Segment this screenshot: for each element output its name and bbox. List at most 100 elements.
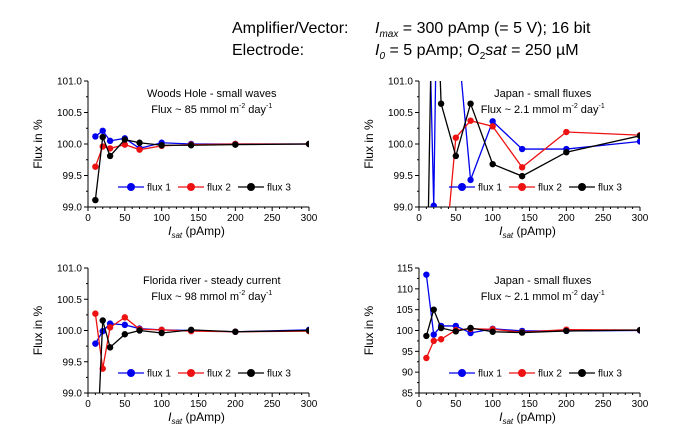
x-tick-label: 200 [558,399,575,410]
data-point [187,142,195,149]
x-axis-label: Isat (pAmp) [499,410,556,426]
series-line-2 [94,143,309,167]
x-tick-label: 250 [264,399,281,410]
y-axis-label: Flux in % [31,119,45,169]
y-tick-label: 99.0 [63,389,83,400]
data-point [99,127,106,134]
y-tick-label: 100.5 [388,108,413,119]
i0-sub: 0 [379,51,386,63]
x-tick-label: 200 [227,399,244,410]
header-amplifier-spec: Imax = 300 pAmp (= 5 V); 16 bit [375,20,590,40]
legend-marker [247,183,255,191]
data-point [305,327,309,334]
header-amplifier-label: Amplifier/Vector: [232,20,349,37]
data-point [467,176,474,184]
data-point [518,145,526,153]
data-point [563,148,570,156]
legend-label: flux 2 [207,183,231,194]
y-tick-label: 101.0 [388,77,413,88]
x-label-unit: (pAmp) [513,224,556,238]
data-point [92,310,99,317]
series-line-1 [430,81,640,206]
legend-marker [578,369,586,377]
legend-marker [187,183,195,191]
data-point [430,337,437,345]
x-tick-label: 100 [484,213,501,224]
y-tick-label: 100.5 [57,295,82,306]
legend-label: flux 1 [147,369,171,380]
legend-label: flux 3 [267,183,291,194]
data-point [437,100,445,107]
imax-var: I [375,20,380,37]
y-tick-label: 99.0 [63,203,83,214]
data-point [106,137,114,145]
data-point [92,133,99,140]
legend-item-1: flux 1 [449,369,502,380]
legend-label: flux 2 [538,183,562,194]
data-point [136,139,143,146]
chart-subtitle: Flux ~ 2.1 mmol m-2 day-1 [481,290,605,303]
data-point [423,332,430,340]
data-point [453,15,459,21]
y-tick-label: 99.5 [63,171,83,182]
legend-label: flux 3 [267,369,291,380]
data-point [136,327,143,334]
x-label-var: I [499,410,503,424]
x-tick-label: 150 [521,399,538,410]
data-point [489,328,496,335]
legend-label: flux 3 [598,369,622,380]
x-tick-label: 50 [119,213,131,224]
y-tick-label: 99.0 [394,203,414,214]
legend-marker [578,183,586,191]
x-label-sub: sat [171,417,182,426]
legend-label: flux 1 [478,183,502,194]
x-tick-label: 250 [595,399,612,410]
chart-panel-3: 99.0 99.5 100.0 100.5 101.0 0 50 100 150 200 250 30… [31,264,318,427]
data-point [438,298,444,304]
data-point [467,117,474,124]
legend-marker [458,369,466,377]
chart-title: Florida river - steady current [143,275,281,287]
x-tick-label: 250 [595,213,612,224]
data-point [452,152,460,160]
series-group [423,271,640,362]
data-point [232,141,239,148]
data-point [636,132,640,140]
x-label-sub: sat [502,231,513,240]
y-tick-label: 100.0 [57,140,82,151]
legend-marker [127,369,135,377]
data-point [158,329,165,337]
data-point [489,160,496,168]
x-axis-label: Isat (pAmp) [168,224,225,240]
data-point [467,324,474,332]
y-tick-label: 99.5 [63,357,83,368]
x-tick-label: 50 [119,399,131,410]
data-point [430,202,437,207]
chart-panel-4: 85 90 95 100 105 110 115 0 50 100 150 200 250 300 Flux… [362,264,649,427]
legend-item-1: flux 1 [449,183,502,194]
chart-panel-1: 99.0 99.5 100.0 100.5 101.0 0 50 100 150 200 250 30… [31,77,318,241]
x-tick-label: 300 [301,213,318,224]
series-group [427,15,640,304]
data-point [92,196,99,204]
x-tick-label: 0 [85,399,91,410]
y-tick-label: 100.0 [57,326,82,337]
y-axis-label: Flux in % [362,306,376,356]
data-point [106,145,114,152]
legend-marker [127,183,135,191]
series-group [92,127,309,204]
y-tick-label: 110 [397,284,413,295]
chart-subtitle: Flux ~ 2.1 mmol m-2 day-1 [481,103,605,116]
legend-label: flux 2 [207,369,231,380]
chart-title: Japan - small fluxes [494,88,592,100]
legend-item-2: flux 2 [509,183,562,194]
o2sat-value: = 250 µM [506,42,579,59]
legend-item-3: flux 3 [569,183,622,194]
o2-sub: 2 [479,51,486,63]
y-tick-label: 85 [402,389,414,400]
x-label-sub: sat [502,417,513,426]
x-tick-label: 0 [416,399,422,410]
y-tick-label: 95 [402,347,414,358]
i0-var: I [375,42,380,59]
